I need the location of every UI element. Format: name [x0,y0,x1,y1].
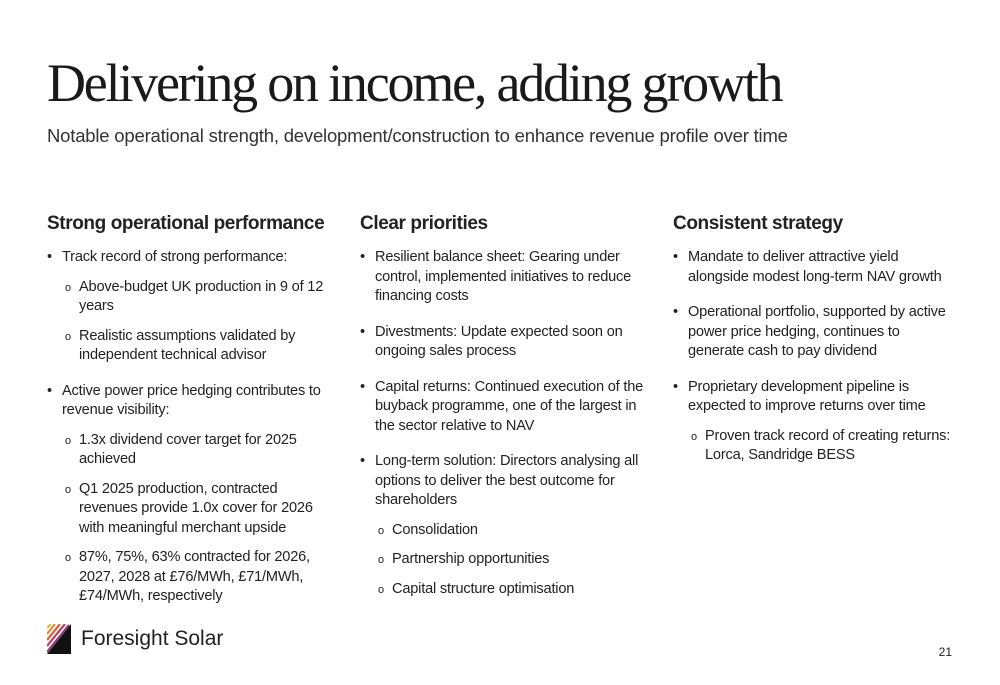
logo-text: Foresight Solar [81,627,224,650]
column: Clear priorities Resilient balance sheet:… [360,213,645,615]
column-heading: Consistent strategy [673,213,843,234]
sub-bullet: Partnership opportunities [375,550,645,570]
sub-bullet: Proven track record of creating returns:… [688,427,958,466]
bullet-text: Capital returns: Continued execution of … [375,378,644,434]
bullet: Active power price hedging contributes t… [47,382,332,607]
column: Strong operational performance Track reco… [47,213,332,623]
bullet: Proprietary development pipeline is expe… [673,378,958,466]
bullet: Long-term solution: Directors analysing … [360,452,645,599]
bullet: Divestments: Update expected soon on ong… [360,323,645,362]
column: Consistent strategy Mandate to deliver at… [673,213,958,482]
bullet-text: Operational portfolio, supported by acti… [688,304,946,359]
logo-icon [47,624,71,654]
bullet-text: Long-term solution: Directors analysing … [375,453,639,508]
bullet: Track record of strong performance: Above… [47,248,332,366]
bullet-text: Proprietary development pipeline is expe… [688,378,926,415]
sub-bullet: Capital structure optimisation [375,580,645,599]
bullet: Mandate to deliver attractive yield alon… [673,248,958,287]
bullet-list: Mandate to deliver attractive yield alon… [673,248,958,466]
bullet-text: Mandate to deliver attractive yield alon… [688,249,942,285]
column-heading: Strong operational performance [47,213,325,234]
bullet: Capital returns: Continued execution of … [360,378,645,437]
sub-list: Above-budget UK production in 9 of 12 ye… [62,278,332,366]
bullet: Resilient balance sheet: Gearing under c… [360,248,645,307]
sub-bullet: Q1 2025 production, contracted revenues … [62,480,332,539]
sub-list: 1.3x dividend cover target for 2025 achi… [62,431,332,607]
sub-bullet: Realistic assumptions validated by indep… [62,327,332,366]
page-number: 21 [938,645,952,659]
sub-bullet: 87%, 75%, 63% contracted for 2026, 2027,… [62,548,332,607]
bullet-list: Resilient balance sheet: Gearing under c… [360,248,645,599]
bullet-text: Resilient balance sheet: Gearing under c… [375,249,632,304]
bullet-text: Track record of strong performance: [62,249,288,265]
title: Delivering on income, adding growth [47,53,784,113]
sub-bullet: 1.3x dividend cover target for 2025 achi… [62,431,332,470]
sub-bullet: Consolidation [375,521,645,540]
sub-list: Proven track record of creating returns:… [688,427,958,466]
logo: Foresight Solar [47,624,223,654]
sub-bullet: Above-budget UK production in 9 of 12 ye… [62,278,332,317]
bullet: Operational portfolio, supported by acti… [673,303,958,362]
bullet-text: Divestments: Update expected soon on ong… [375,323,623,360]
subtitle: Notable operational strength, developmen… [47,125,788,146]
bullet-text: Active power price hedging contributes t… [62,382,321,419]
column-heading: Clear priorities [360,213,488,234]
sub-list: Consolidation Partnership opportunities Ca… [375,521,645,599]
bullet-list: Track record of strong performance: Above… [47,248,332,607]
